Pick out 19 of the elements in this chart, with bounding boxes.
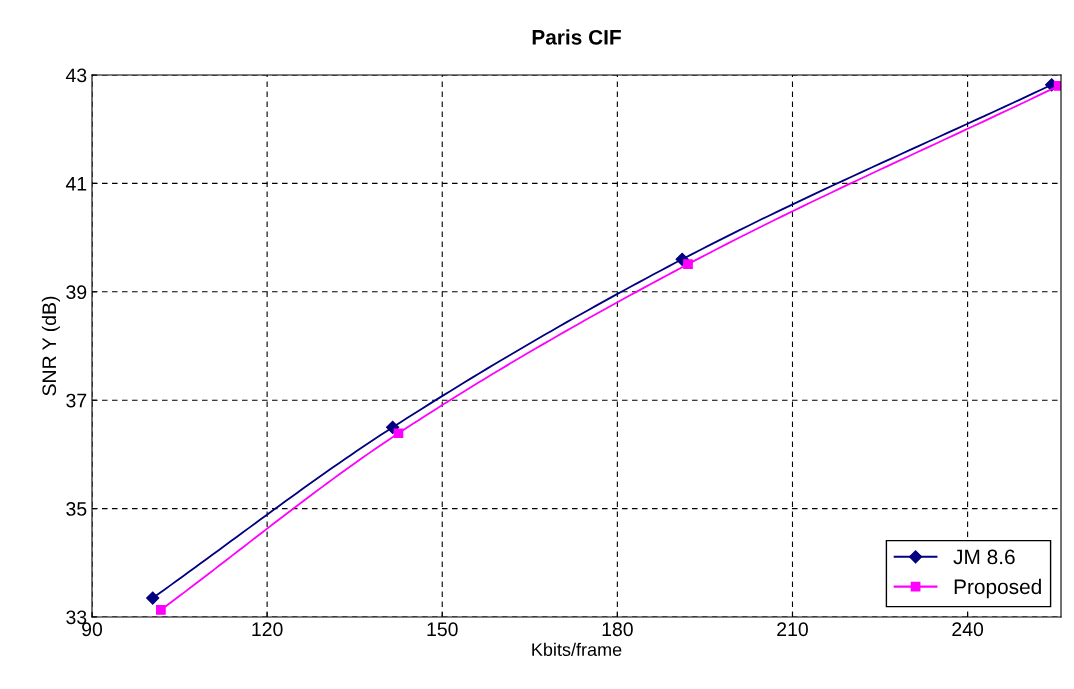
y-tick-label: 39 bbox=[66, 285, 87, 300]
y-axis-title: SNR Y (dB) bbox=[41, 296, 60, 396]
legend-label: JM 8.6 bbox=[953, 549, 1015, 565]
y-tick-label: 41 bbox=[65, 177, 87, 191]
y-tick-label: 35 bbox=[66, 502, 87, 516]
x-tick-label: 120 bbox=[252, 622, 283, 637]
point bbox=[146, 591, 160, 605]
point bbox=[393, 428, 404, 439]
legend-label: Proposed bbox=[954, 578, 1041, 599]
x-tick-label: 210 bbox=[777, 622, 808, 637]
x-tick-label: 180 bbox=[602, 622, 633, 637]
x-tick-label: 240 bbox=[952, 622, 984, 637]
x-axis-title: Kbits/frame bbox=[532, 642, 622, 657]
point bbox=[156, 605, 166, 615]
y-tick-label: 37 bbox=[66, 393, 87, 408]
point bbox=[683, 259, 693, 270]
chart-title: Paris CIF bbox=[532, 29, 621, 45]
y-tick-label: 43 bbox=[65, 68, 87, 83]
x-tick-label: 150 bbox=[427, 622, 458, 637]
